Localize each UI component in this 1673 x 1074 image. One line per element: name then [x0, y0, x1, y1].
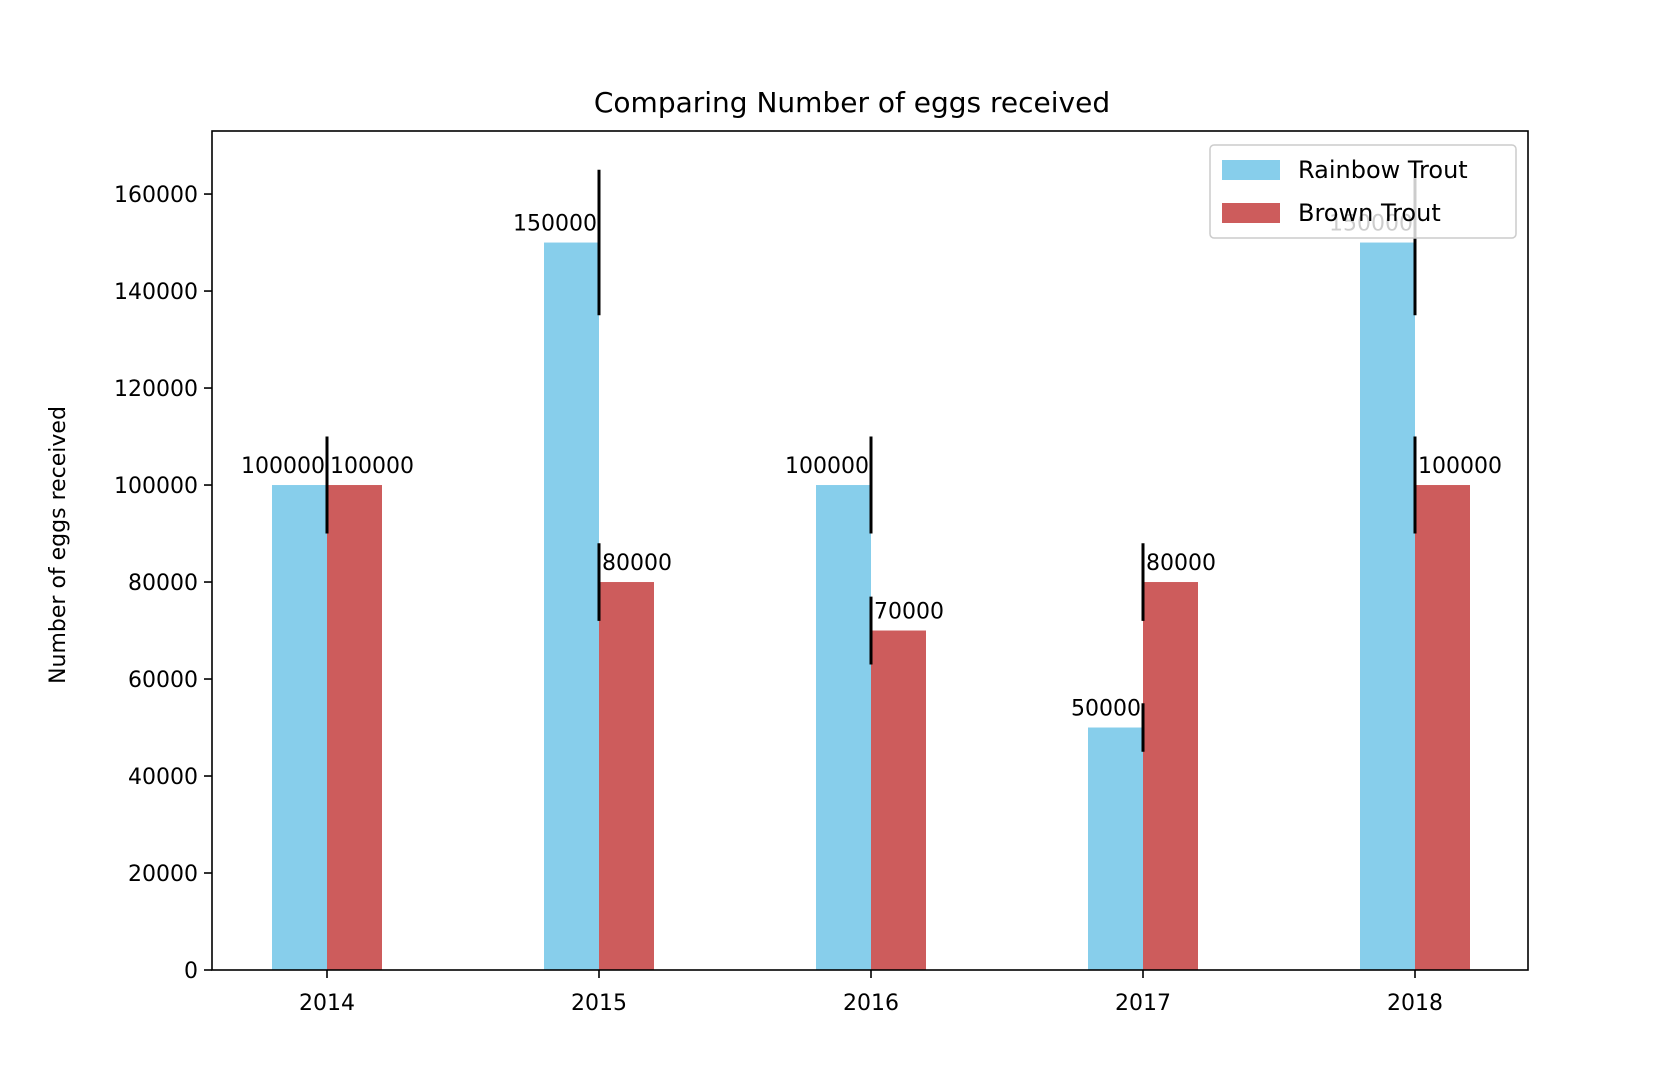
data-label: 100000 [785, 454, 869, 479]
x-tick-label: 2015 [571, 991, 627, 1016]
data-label: 80000 [602, 551, 672, 576]
y-tick-label: 20000 [128, 862, 198, 887]
y-tick-label: 40000 [128, 765, 198, 790]
y-tick-label: 100000 [114, 474, 198, 499]
data-label: 150000 [513, 212, 597, 237]
x-tick-label: 2018 [1387, 991, 1443, 1016]
bars [272, 242, 1470, 971]
data-label: 50000 [1071, 697, 1141, 722]
y-tick-label: 80000 [128, 571, 198, 596]
x-tick-label: 2017 [1115, 991, 1171, 1016]
legend-swatch [1222, 160, 1280, 180]
data-label: 80000 [1146, 551, 1216, 576]
y-axis-title: Number of eggs received [46, 406, 71, 684]
y-axis: 0 20000 40000 60000 80000 100000 120000 140000 1… [114, 183, 212, 984]
x-axis: 2014 2015 2016 2017 2018 [299, 970, 1443, 1016]
bar-1-2 [871, 630, 926, 970]
legend-box [1209, 144, 1517, 239]
legend-swatch [1222, 203, 1280, 223]
data-label: 100000 [1418, 454, 1502, 479]
bar-1-1 [599, 582, 654, 970]
x-tick-label: 2014 [299, 991, 355, 1016]
y-tick-label: 160000 [114, 183, 198, 208]
x-tick-label: 2016 [843, 991, 899, 1016]
y-tick-label: 60000 [128, 668, 198, 693]
chart-title: Comparing Number of eggs received [594, 86, 1110, 119]
bar-0-2 [816, 485, 871, 970]
bar-0-3 [1088, 727, 1143, 970]
data-label: 100000 [241, 454, 325, 479]
y-tick-label: 0 [184, 959, 198, 984]
data-label: 70000 [874, 600, 944, 625]
legend: Rainbow Trout Brown Trout [1209, 144, 1517, 239]
bar-0-1 [544, 242, 599, 971]
bar-0-0 [272, 485, 327, 970]
legend-label: Rainbow Trout [1298, 156, 1468, 184]
bar-1-4 [1415, 485, 1470, 970]
y-tick-label: 120000 [114, 377, 198, 402]
data-label: 100000 [330, 454, 414, 479]
plot-frame [211, 130, 1529, 971]
bar-1-3 [1143, 582, 1198, 970]
bar-1-0 [327, 485, 382, 970]
y-tick-label: 140000 [114, 280, 198, 305]
bar-0-4 [1360, 242, 1415, 971]
legend-label: Brown Trout [1298, 199, 1441, 227]
